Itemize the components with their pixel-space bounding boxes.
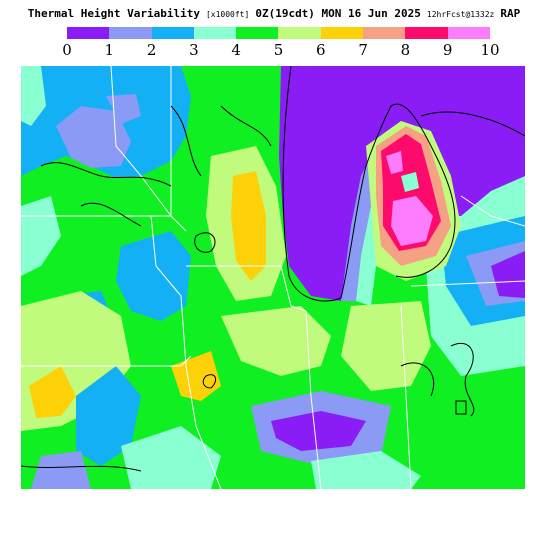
region-west-lavender xyxy=(56,106,131,168)
legend-label: 2 xyxy=(146,41,157,59)
region-hot-teal-spot xyxy=(401,172,419,192)
legend-color-bar xyxy=(67,27,490,39)
legend-swatch xyxy=(320,27,364,39)
title-model: RAP xyxy=(500,7,521,20)
state-borders xyxy=(21,66,525,489)
region-south-purple xyxy=(271,411,366,451)
legend-label: 7 xyxy=(358,41,368,59)
region-south-teal xyxy=(121,426,221,489)
legend-swatch xyxy=(109,27,152,39)
legend-label: 8 xyxy=(400,41,411,59)
title-units: [x1000ft] xyxy=(205,10,250,19)
legend-label: 4 xyxy=(231,41,241,59)
legend-swatch xyxy=(363,27,406,39)
legend-swatch xyxy=(236,27,279,39)
legend-swatch xyxy=(447,27,490,39)
legend-label: 10 xyxy=(480,41,500,59)
legend-label: 0 xyxy=(62,41,72,59)
region-nw-teal xyxy=(21,66,46,126)
legend-label: 3 xyxy=(189,41,199,59)
region-sw-lavender xyxy=(31,451,91,489)
legend-swatch xyxy=(405,27,448,39)
legend-label: 1 xyxy=(104,41,115,59)
map-title: Thermal Height Variability [x1000ft] 0Z(… xyxy=(0,7,548,23)
region-east-purple xyxy=(491,251,525,298)
legend-swatch xyxy=(151,27,194,39)
title-time: 0Z(19cdt) MON 16 Jun 2025 xyxy=(255,7,421,20)
title-main: Thermal Height Variability xyxy=(27,7,200,20)
region-hot-magenta-2 xyxy=(386,151,403,174)
thermal-height-map xyxy=(21,66,525,489)
contour-lines xyxy=(21,66,525,472)
title-run: 12hrFcst@1332z xyxy=(426,10,495,19)
color-legend: 0 1 2 3 4 5 6 7 8 9 10 xyxy=(62,27,500,61)
legend-swatch xyxy=(193,27,237,39)
region-hot-magenta xyxy=(391,196,433,246)
field-regions xyxy=(21,66,525,489)
legend-labels: 0 1 2 3 4 5 6 7 8 9 10 xyxy=(62,41,499,61)
region-orange-band xyxy=(231,171,266,281)
region-south-teal-2 xyxy=(311,451,421,489)
region-se-light xyxy=(341,301,431,391)
region-south-light xyxy=(221,306,331,376)
legend-label: 9 xyxy=(442,41,453,59)
legend-label: 5 xyxy=(273,41,284,59)
region-sw-blue xyxy=(76,366,141,466)
legend-label: 6 xyxy=(316,41,326,59)
legend-swatch xyxy=(278,27,321,39)
region-central-blue xyxy=(116,231,191,321)
legend-swatch xyxy=(67,27,110,39)
region-sw-yellow xyxy=(29,366,76,418)
region-west-lavender-2 xyxy=(106,94,141,124)
region-lake-purple xyxy=(279,66,525,301)
